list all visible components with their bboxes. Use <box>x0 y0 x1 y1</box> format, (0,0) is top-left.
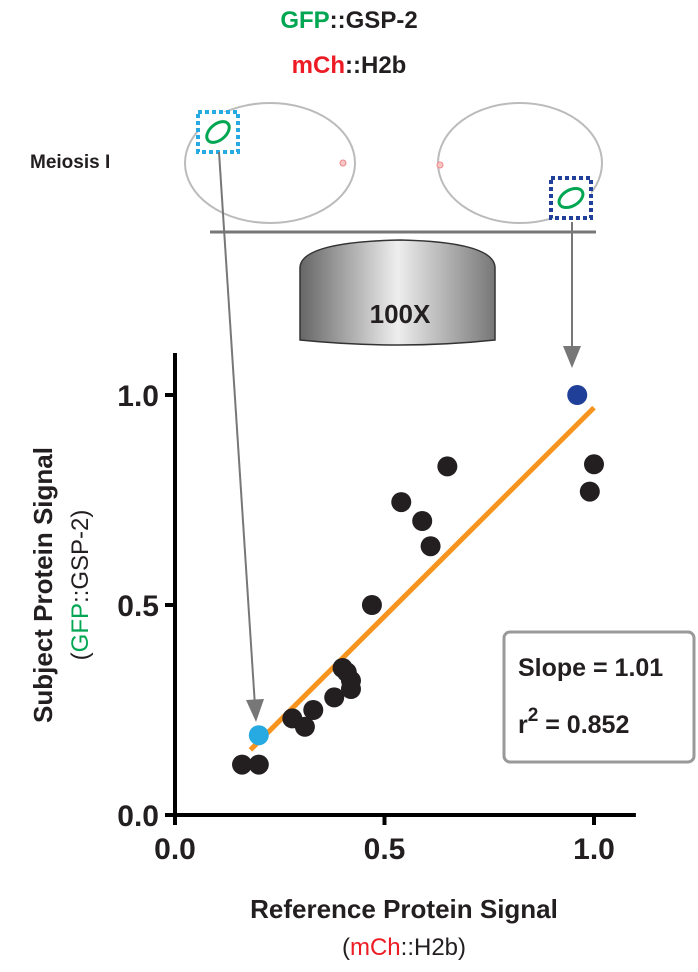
x-axis-label: Reference Protein Signal <box>250 894 558 924</box>
r2-value: = 0.852 <box>538 711 629 739</box>
x-sub-mch: mCh <box>350 934 401 961</box>
r-letter: r <box>518 711 528 739</box>
y-sub-rest: ::GSP-2) <box>67 510 94 603</box>
subtitle-rest: ::H2b <box>345 52 406 79</box>
title-gfp: GFP <box>280 7 329 34</box>
plot: 0.0 0.5 1.0 0.0 0.5 1.0 <box>117 353 636 866</box>
objective <box>300 240 495 345</box>
x-sub-open: ( <box>342 934 350 961</box>
data-point <box>580 482 600 502</box>
data-point <box>421 536 441 556</box>
figure: GFP::GSP-2 mCh::H2b Meiosis I 100X 0.00.… <box>0 0 698 967</box>
arrow-left <box>219 152 255 706</box>
y-tick-label: 0.5 <box>117 590 159 623</box>
subtitle: mCh::H2b <box>292 52 407 79</box>
chromatin-right <box>437 162 443 168</box>
stats-box <box>504 632 694 762</box>
y-axis-label: Subject Protein Signal <box>28 447 58 723</box>
data-point <box>567 385 587 405</box>
data-point <box>249 725 269 745</box>
chromatin-left <box>340 160 346 166</box>
x-axis-sublabel: (mCh::H2b) <box>342 934 466 961</box>
title: GFP::GSP-2 <box>280 7 417 34</box>
data-point <box>341 679 361 699</box>
subtitle-mch: mCh <box>292 52 345 79</box>
data-point <box>391 492 411 512</box>
data-point <box>412 511 432 531</box>
data-point <box>437 456 457 476</box>
data-point <box>303 700 323 720</box>
arrowhead-right <box>563 346 581 368</box>
data-point <box>584 454 604 474</box>
y-tick-label: 1.0 <box>117 380 159 413</box>
slope-label: Slope = 1.01 <box>518 654 663 682</box>
x-tick-label: 0.0 <box>154 833 196 866</box>
y-sub-gfp: GFP <box>67 603 94 652</box>
y-tick-label: 0.0 <box>117 800 159 833</box>
x-tick-label: 1.0 <box>573 833 615 866</box>
y-axis-sublabel: (GFP::GSP-2) <box>67 510 94 661</box>
objective-label: 100X <box>370 299 431 329</box>
x-tick-label: 0.5 <box>364 833 406 866</box>
data-point <box>362 595 382 615</box>
stage-label: Meiosis I <box>30 152 110 173</box>
r-sup: 2 <box>528 705 539 726</box>
arrowhead-left <box>246 699 264 722</box>
y-sub-open: ( <box>67 652 94 660</box>
data-point <box>249 755 269 775</box>
title-rest: ::GSP-2 <box>330 7 418 34</box>
x-sub-rest: ::H2b) <box>401 934 466 961</box>
